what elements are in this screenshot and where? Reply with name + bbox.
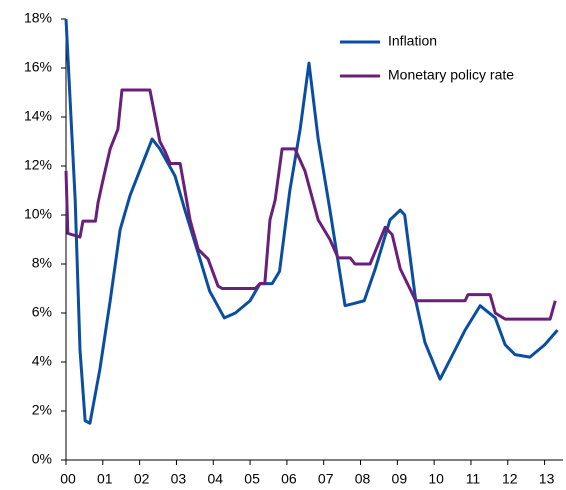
x-tick-label: 08 bbox=[355, 471, 371, 487]
series-line bbox=[64, 18, 559, 425]
x-tick-label: 00 bbox=[60, 471, 76, 487]
x-tick-label: 05 bbox=[244, 471, 260, 487]
y-tick-label: 18% bbox=[24, 10, 52, 26]
x-tick-label: 07 bbox=[318, 471, 334, 487]
y-tick-label: 8% bbox=[32, 255, 52, 271]
y-tick-label: 12% bbox=[24, 157, 52, 173]
y-tick-label: 14% bbox=[24, 108, 52, 124]
x-tick-label: 01 bbox=[97, 471, 113, 487]
x-tick-label: 06 bbox=[281, 471, 297, 487]
y-tick-label: 0% bbox=[32, 451, 52, 467]
x-tick-label: 13 bbox=[539, 471, 555, 487]
y-tick-label: 16% bbox=[24, 59, 52, 75]
x-tick-label: 04 bbox=[207, 471, 223, 487]
y-tick-label: 10% bbox=[24, 206, 52, 222]
legend-label: Monetary policy rate bbox=[388, 67, 514, 83]
x-tick-label: 02 bbox=[134, 471, 150, 487]
legend-label: Inflation bbox=[388, 33, 437, 49]
x-tick-label: 11 bbox=[466, 471, 481, 487]
x-tick-label: 10 bbox=[428, 471, 444, 487]
x-tick-label: 12 bbox=[502, 471, 518, 487]
x-tick-label: 09 bbox=[392, 471, 408, 487]
y-tick-label: 6% bbox=[32, 304, 52, 320]
y-tick-label: 4% bbox=[32, 353, 52, 369]
series-line bbox=[64, 88, 557, 321]
y-tick-label: 2% bbox=[32, 402, 52, 418]
x-tick-label: 03 bbox=[171, 471, 187, 487]
